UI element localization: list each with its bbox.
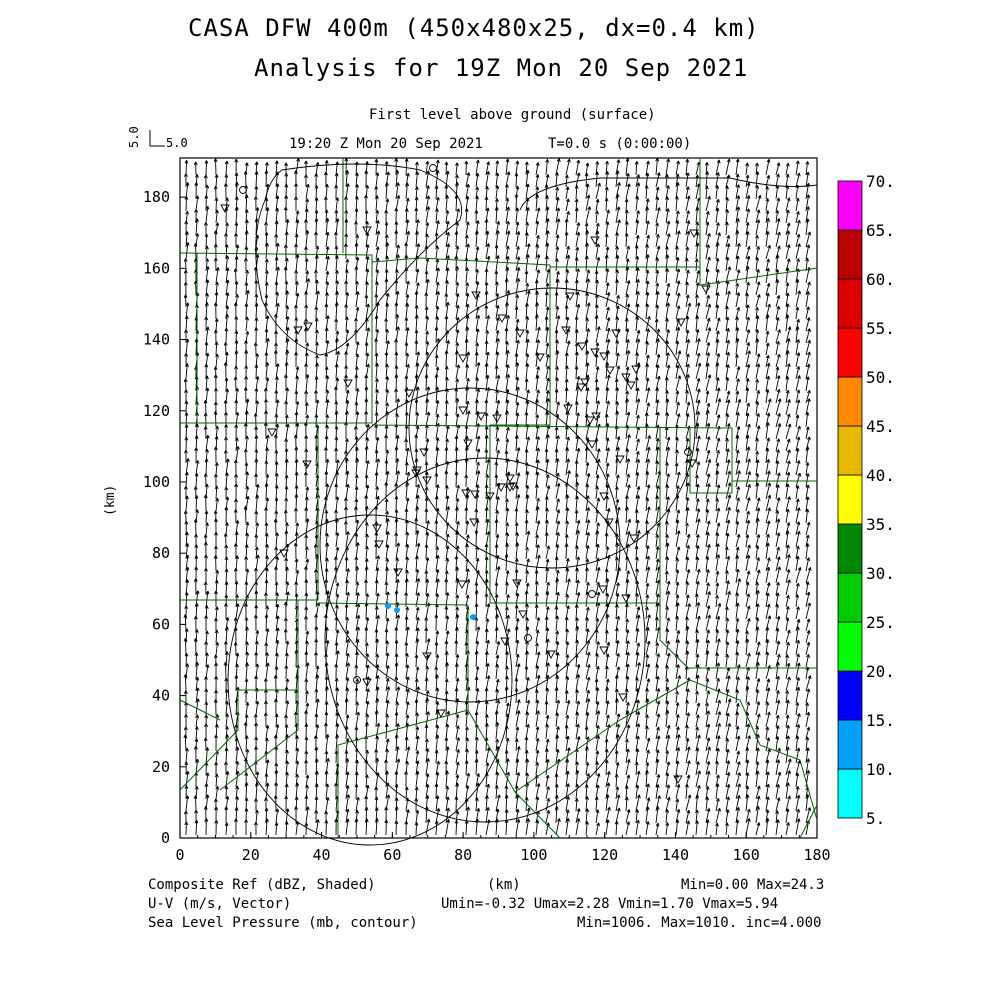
colorbar-label: 45. [866,417,895,436]
main-title: CASA DFW 400m (450x480x25, dx=0.4 km) [188,14,760,42]
y-tick-label: 160 [143,259,170,277]
colorbar-swatch [837,327,863,378]
colorbar-label: 50. [866,368,895,387]
colorbar-swatch [837,572,863,623]
colorbar-swatch [837,621,863,672]
colorbar-label: 5. [866,809,885,828]
y-tick-label: 140 [143,331,170,349]
x-tick-label: 140 [662,846,689,864]
y-axis-tick-labels: 0 20 40 60 80 100 120 140 160 180 [143,188,170,847]
y-tick-label: 20 [152,758,170,776]
level-label: First level above ground (surface) [369,107,656,123]
colorbar-label: 20. [866,662,895,681]
x-tick-label: 180 [803,846,830,864]
colorbar-label: 15. [866,711,895,730]
y-tick-label: 80 [152,544,170,562]
footer-field-pressure: Sea Level Pressure (mb, contour) [148,915,418,931]
x-tick-label: 100 [520,846,547,864]
x-axis-label: (km) [487,877,521,893]
colorbar-labels: 5. 10. 15. 20. 25. 30. 35. 40. 45. 50. 55. 60. 65. 70… [866,172,895,828]
y-axis-label: (km) [103,484,118,516]
colorbar-swatch [837,768,863,819]
y-tick-label: 40 [152,687,170,705]
reference-vector-label: 5.0 [166,136,188,150]
colorbar-label: 60. [866,270,895,289]
colorbar-label: 70. [866,172,895,191]
y-tick-label: 180 [143,188,170,206]
colorbar-swatch [837,523,863,574]
x-tick-label: 20 [242,846,260,864]
x-tick-label: 120 [591,846,618,864]
colorbar-swatch [837,229,863,280]
axis-ticks [179,196,818,839]
x-tick-label: 0 [175,846,184,864]
colorbar [837,180,863,819]
colorbar-label: 55. [866,319,895,338]
x-tick-label: 60 [383,846,401,864]
colorbar-swatch [837,670,863,721]
colorbar-label: 65. [866,221,895,240]
colorbar-label: 30. [866,564,895,583]
y-tick-label: 100 [143,473,170,491]
x-axis-tick-labels: 0 20 40 60 80 100 120 140 160 180 [175,846,830,864]
colorbar-label: 10. [866,760,895,779]
footer-stats-pressure: Min=1006. Max=1010. inc=4.000 [577,915,822,931]
colorbar-label: 35. [866,515,895,534]
elapsed-time-label: T=0.0 s (0:00:00) [548,136,692,152]
footer-field-reflectivity: Composite Ref (dBZ, Shaded) [148,877,376,893]
colorbar-swatch [837,278,863,329]
analysis-time-title: Analysis for 19Z Mon 20 Sep 2021 [254,54,749,82]
colorbar-swatch [837,180,863,231]
footer-stats-reflectivity: Min=0.00 Max=24.3 [681,877,825,893]
colorbar-label: 25. [866,613,895,632]
colorbar-swatch [837,474,863,525]
reflectivity-echoes [385,603,476,620]
reference-vector-icon [149,130,165,147]
colorbar-swatch [837,425,863,476]
colorbar-swatch [837,719,863,770]
valid-time-label: 19:20 Z Mon 20 Sep 2021 [289,136,483,152]
colorbar-label: 40. [866,466,895,485]
pressure-contours [227,163,818,846]
colorbar-swatch [837,376,863,427]
footer-stats-wind: Umin=-0.32 Umax=2.28 Vmin=1.70 Vmax=5.94 [441,896,779,912]
x-tick-label: 80 [454,846,472,864]
y-tick-label: 0 [161,829,170,847]
x-tick-label: 40 [313,846,331,864]
x-tick-label: 160 [733,846,760,864]
station-markers [220,164,711,784]
footer-field-wind: U-V (m/s, Vector) [148,896,292,912]
y-tick-label: 60 [152,615,170,633]
y-tick-label: 120 [143,402,170,420]
